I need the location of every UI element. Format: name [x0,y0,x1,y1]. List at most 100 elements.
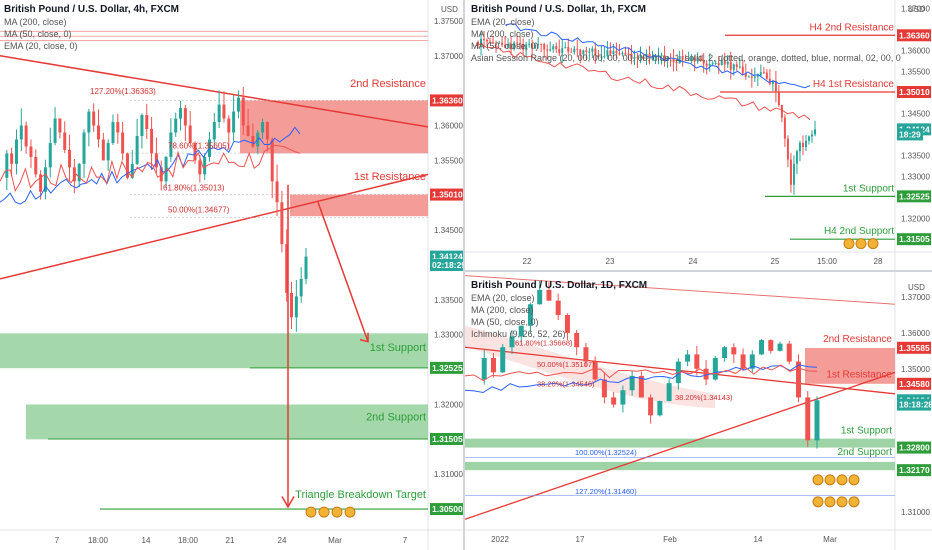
candle-4h [236,97,240,112]
target-arrow-head [281,496,295,509]
candle-1d [694,354,700,369]
price-tick-1d: 1.37000 [901,293,930,302]
price-tick-1d: 1.35000 [901,365,930,374]
price-tick-4h: 1.37500 [434,17,463,26]
price-tick-1h: 1.37000 [901,4,930,13]
chart-4h-svg[interactable]: 2nd Resistance 1.36360 1st Resistance 1.350… [0,0,463,550]
candle-4h [198,160,202,175]
countdown-badge-1h: 18:29 [899,129,921,139]
candle-1h [696,58,699,62]
support-zone-2nd-4h [26,404,428,440]
candle-1h [708,63,711,66]
price-axis-4h[interactable] [428,0,463,550]
candle-4h [174,118,178,133]
candle-4h [87,111,91,133]
price-badge-3-1h: 1.31505 [899,234,930,244]
time-tick-4h: 21 [226,536,235,545]
candle-1h [741,66,744,74]
time-tick-4h: 7 [403,536,408,545]
projection-arrow-head [359,332,369,343]
price-tick-4h: 1.33000 [434,331,463,340]
chart-4h-panel[interactable]: 2nd Resistance 1.36360 1st Resistance 1.350… [0,0,463,550]
chart-1d-panel[interactable]: 2nd Resistance 1.35585 1st Resistance 1.345… [465,272,932,550]
time-tick-1h: 24 [689,257,698,266]
event-flag-icon[interactable] [855,238,867,250]
candle-4h [227,118,231,133]
indicator-ema20[interactable]: EMA (20, close, 0) [4,41,78,51]
event-flag-icon[interactable] [812,474,824,486]
candle-1h [588,51,591,53]
indicator-ma200[interactable]: MA (200, close) [4,17,67,27]
time-tick-4h: 18:00 [88,536,109,545]
price-badge-4-4h: 1.30500 [432,504,463,514]
event-flag-icon[interactable] [836,474,848,486]
indicator-ma200-1d[interactable]: MA (200, close) [471,305,534,315]
candle-4h [212,122,216,140]
candle-1h [630,53,633,59]
event-flag-icon[interactable] [305,506,317,518]
candle-1h [675,62,678,64]
candle-1h [615,50,618,54]
event-flag-icon[interactable] [848,496,860,508]
candle-1h [519,42,522,45]
candle-1h [609,50,612,54]
candle-4h [270,139,274,182]
candle-1d [805,397,811,441]
indicator-ichimoku[interactable]: Ichimoku (9, 26, 52, 26) [471,329,566,339]
event-flag-icon[interactable] [836,496,848,508]
panel-divider-horizontal[interactable] [465,270,932,272]
candle-1h [618,53,621,55]
event-flag-icon[interactable] [824,496,836,508]
candle-1h [585,50,588,52]
event-flag-icon[interactable] [318,506,330,518]
candle-1h [783,117,786,139]
indicator-ema20-1h[interactable]: EMA (20, close) [471,17,535,27]
indicator-ma50-1d[interactable]: MA (50, close, 0) [471,317,539,327]
panel-divider-vertical[interactable] [463,0,465,550]
candle-4h [169,132,173,157]
candle-1d [601,379,607,398]
fib-label-2-1d: 38.20%(1.34546) [537,380,595,389]
event-flag-icon[interactable] [867,238,879,250]
price-badge-2-1d: 1.32800 [899,443,930,453]
support-zone-2nd-1d [465,461,895,471]
candle-1d [546,289,552,301]
event-flag-icon[interactable] [824,474,836,486]
event-flag-icon[interactable] [812,496,824,508]
chart-1d-svg[interactable]: 2nd Resistance 1.35585 1st Resistance 1.345… [465,272,932,550]
fib-label-0-4h: 127.20%(1.36363) [90,87,156,96]
price-tick-4h: 1.33500 [434,296,463,305]
candle-1h [687,59,690,61]
price-badge-0-4h-bg [430,94,463,107]
indicator-asian-range[interactable]: Asian Session Range (20, 00, 00, 00, 00,… [471,53,901,63]
level-label-2-1h: 1st Support [843,183,894,194]
indicator-ema20-1d[interactable]: EMA (20, close) [471,293,535,303]
price-badge-0-1d: 1.35585 [899,343,930,353]
price-badge-3-1d: 1.32170 [899,465,930,475]
event-flag-icon[interactable] [344,506,356,518]
indicator-ma50[interactable]: MA (50, close, 0) [4,29,72,39]
chart-1h-panel[interactable]: H4 2nd Resistance 1.36360 H4 1st Resistanc… [465,0,932,270]
event-flag-icon[interactable] [843,238,855,250]
chart-1h-svg[interactable]: H4 2nd Resistance 1.36360 H4 1st Resistanc… [465,0,932,270]
candle-1h [561,48,564,54]
indicator-ma50-1h[interactable]: MA (50, close, 0) [471,41,539,51]
candle-4h [203,156,207,175]
candle-1h [546,49,549,51]
candle-1h [690,57,693,60]
candle-1h [528,43,531,45]
level-label-1-4h: 1st Resistance [354,171,426,183]
candle-1h [723,60,726,65]
event-flag-icon[interactable] [848,474,860,486]
candle-4h [121,132,125,154]
candle-4h [29,146,33,157]
candle-1d [777,343,783,351]
candle-4h [188,125,192,143]
triangle-upper-line [0,55,429,128]
candle-1d [759,340,765,355]
chart-1d-title: British Pound / U.S. Dollar, 1D, FXCM [471,280,648,291]
candle-1h [627,53,630,55]
indicator-ma200-1h[interactable]: MA (200, close) [471,29,534,39]
event-flag-icon[interactable] [331,506,343,518]
price-badge-3-1h-bg [897,233,931,246]
